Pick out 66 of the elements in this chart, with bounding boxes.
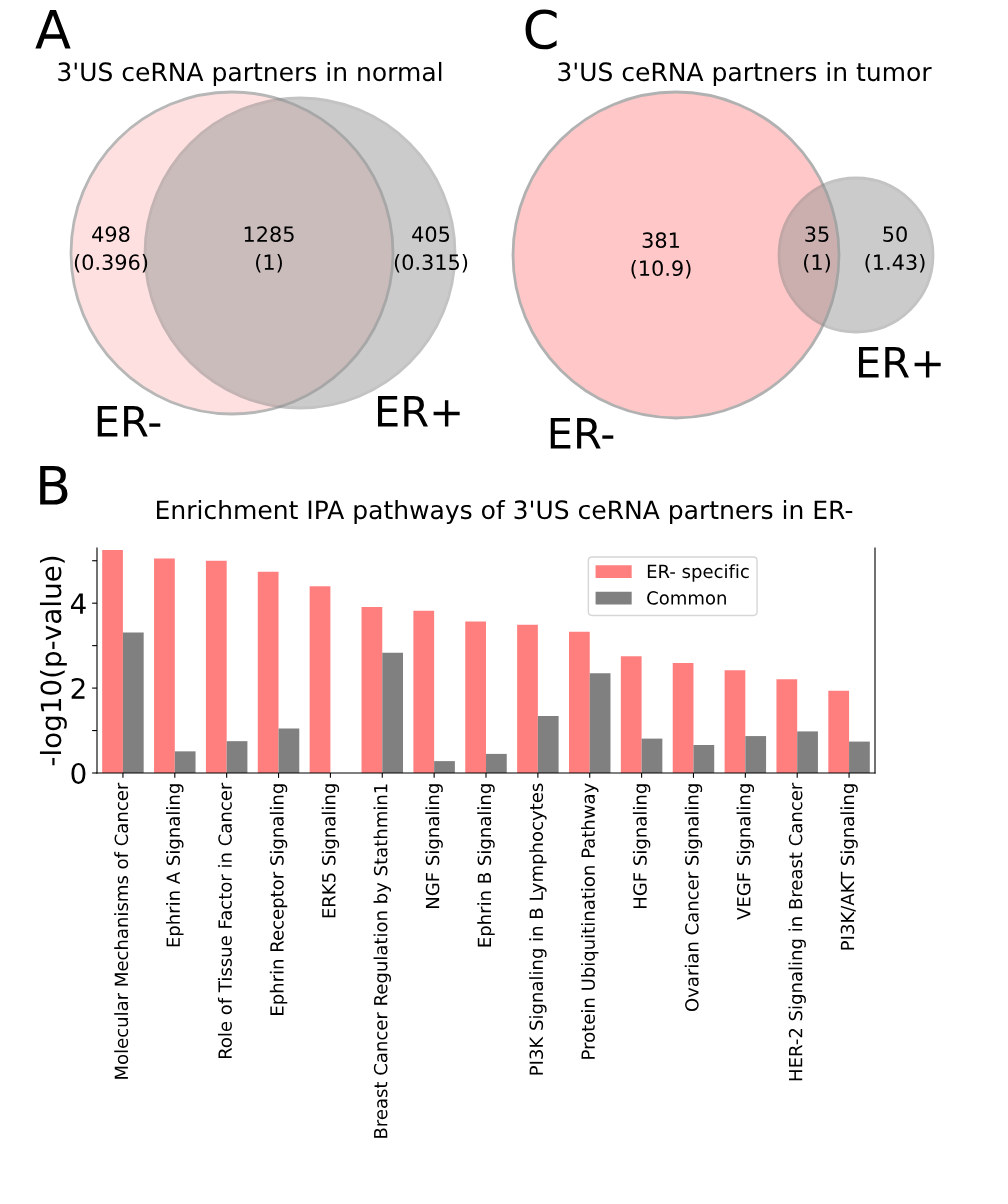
- text: A: [35, 10, 71, 49]
- bar: [797, 731, 818, 773]
- x-tick-label: VEGF Signaling: [736, 784, 755, 920]
- bar: [205, 560, 227, 773]
- x-tick-label: Protein Ubiquitination Pathway: [581, 783, 599, 1059]
- bar: [174, 751, 196, 773]
- y-tick-label: 2: [71, 678, 85, 699]
- category-label: ER+: [377, 396, 460, 427]
- bar: [154, 558, 175, 773]
- bar: [537, 716, 559, 773]
- x-tick-label: Ephrin B Signaling: [477, 784, 495, 947]
- bar: [102, 550, 123, 773]
- text: 3'US ceRNA partners in normal: [58, 61, 442, 87]
- x-tick-label: Molecular Mechanisms of Cancer: [114, 782, 129, 1079]
- y-axis-title: -log10(p-value): [39, 556, 67, 766]
- bar: [620, 656, 642, 773]
- bar: [309, 586, 331, 773]
- text: 405 (0.315): [394, 226, 468, 273]
- text: 381 (10.9): [631, 232, 691, 279]
- legend-label: ER- specific: [647, 564, 749, 582]
- x-tick-label: PI3K/AKT Signaling: [840, 784, 858, 950]
- category-label: ER-: [97, 406, 161, 437]
- bar: [693, 744, 715, 773]
- category-label: ER-: [550, 418, 614, 449]
- bar: [849, 741, 870, 773]
- x-tick-label: NGF Signaling: [425, 784, 443, 908]
- text: 1285 (1): [244, 226, 294, 273]
- text: 50 (1.43): [865, 226, 925, 273]
- bar: [517, 624, 538, 773]
- x-tick-label: Role of Tissue Factor in Cancer: [217, 782, 232, 1059]
- bar: [122, 632, 144, 773]
- bar: [745, 736, 767, 773]
- bar: [672, 663, 694, 773]
- bar: [382, 652, 404, 773]
- bar: [278, 728, 300, 773]
- bar: [257, 571, 279, 773]
- bar: [776, 679, 798, 773]
- chart-title: Enrichment IPA pathways of 3'US ceRNA partners in ER-: [157, 499, 853, 525]
- bar: [589, 673, 611, 773]
- x-tick-label: HGF Signaling: [632, 784, 651, 909]
- x-tick-label: Ovarian Cancer Signaling: [684, 784, 703, 1012]
- bar: [226, 741, 248, 773]
- bar: [724, 670, 746, 773]
- legend-label: Common: [647, 591, 726, 605]
- x-tick-label: Ephrin Receptor Signaling: [269, 784, 288, 1015]
- text: C: [525, 9, 557, 50]
- x-tick-label: Ephrin A Signaling: [166, 784, 184, 947]
- text: B: [40, 466, 68, 505]
- bar: [828, 690, 850, 773]
- bar: [413, 610, 435, 773]
- bar: [434, 761, 455, 773]
- text: 3'US ceRNA partners in tumor: [558, 61, 932, 87]
- category-label: ER+: [858, 347, 941, 378]
- bar: [361, 607, 383, 773]
- x-tick-label: PI3K Signaling in B Lymphocytes: [529, 783, 547, 1075]
- x-tick-label: Breast Cancer Regulation by Stathmin1: [373, 784, 391, 1138]
- bar: [465, 621, 486, 773]
- bar: [568, 631, 590, 773]
- x-tick-label: ERK5 Signaling: [321, 784, 340, 918]
- x-tick-label: HER-2 Signaling in Breast Cancer: [788, 782, 806, 1081]
- y-tick-label: 4: [70, 593, 86, 614]
- y-tick-label: 0: [71, 762, 86, 784]
- text: 35 (1): [804, 226, 830, 273]
- text: 498 (0.396): [74, 226, 148, 273]
- bar: [641, 738, 663, 773]
- bar: [486, 753, 507, 773]
